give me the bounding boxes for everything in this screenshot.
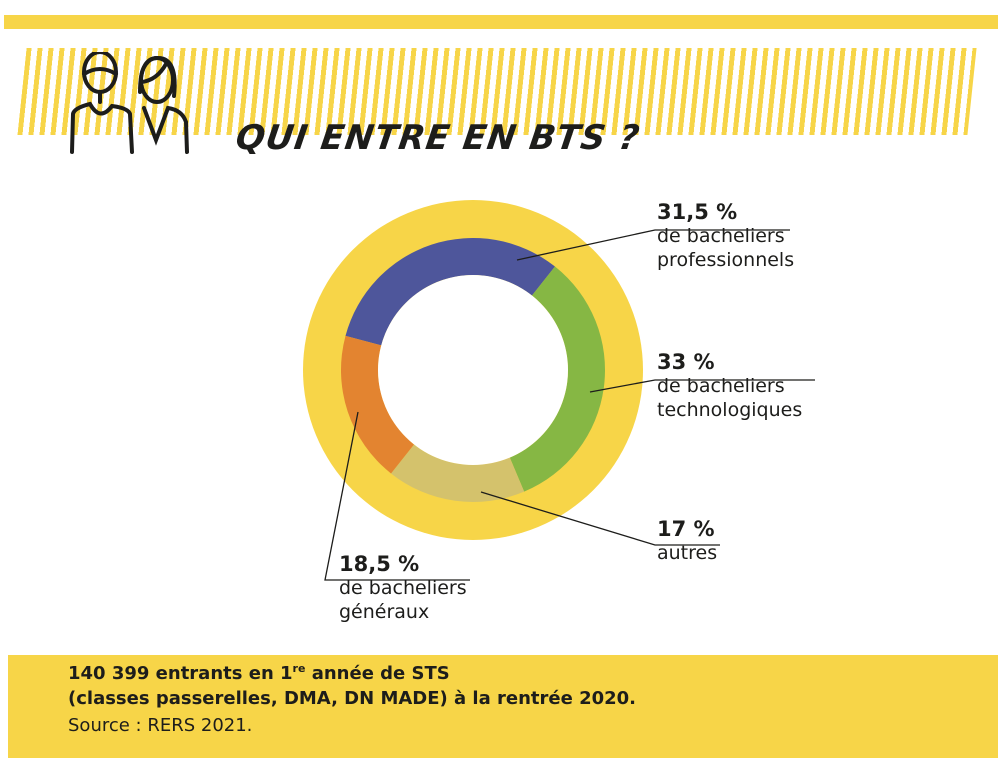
- pct-professionnels: 31,5 %: [657, 200, 738, 224]
- donut-slice-autres: [391, 444, 525, 503]
- label-line: autres: [657, 542, 718, 564]
- leader-line-autres: [480, 491, 720, 546]
- label-professionnels: 31,5 % de bacheliers professionnels: [657, 200, 794, 272]
- pct-generaux: 18,5 %: [339, 552, 420, 576]
- leader-line-generaux: [324, 411, 470, 581]
- label-line: technologiques: [657, 399, 803, 421]
- footer-text: 140 399 entrants en 1: [68, 663, 293, 684]
- label-line: professionnels: [657, 249, 795, 271]
- donut-slice-generaux: [341, 335, 414, 474]
- leader-line-technologiques: [589, 379, 815, 393]
- footer-text: année de STS: [305, 663, 450, 684]
- top-bar: [4, 15, 998, 29]
- footer-source: Source : RERS 2021.: [68, 715, 253, 736]
- leader-line-professionnels: [516, 229, 790, 261]
- label-generaux: 18,5 % de bacheliers généraux: [339, 552, 467, 624]
- donut-slice-professionnels: [345, 238, 555, 346]
- label-autres: 17 % autres: [657, 517, 717, 565]
- donut-slice-technologiques: [509, 266, 605, 492]
- donut-hole: [378, 275, 568, 465]
- footer-note: 140 399 entrants en 1re année de STS (cl…: [8, 655, 998, 758]
- two-persons-icon: [70, 52, 189, 154]
- footer-line-2: (classes passerelles, DMA, DN MADE) à la…: [68, 688, 637, 709]
- label-line: de bacheliers: [657, 225, 785, 247]
- label-technologiques: 33 % de bacheliers technologiques: [657, 350, 802, 422]
- pct-technologiques: 33 %: [657, 350, 715, 374]
- pct-autres: 17 %: [657, 517, 715, 541]
- footer-line-1: 140 399 entrants en 1re année de STS: [68, 662, 450, 684]
- label-line: généraux: [339, 601, 430, 623]
- label-line: de bacheliers: [657, 375, 785, 397]
- footer-sup: re: [292, 662, 306, 675]
- label-line: de bacheliers: [339, 577, 467, 599]
